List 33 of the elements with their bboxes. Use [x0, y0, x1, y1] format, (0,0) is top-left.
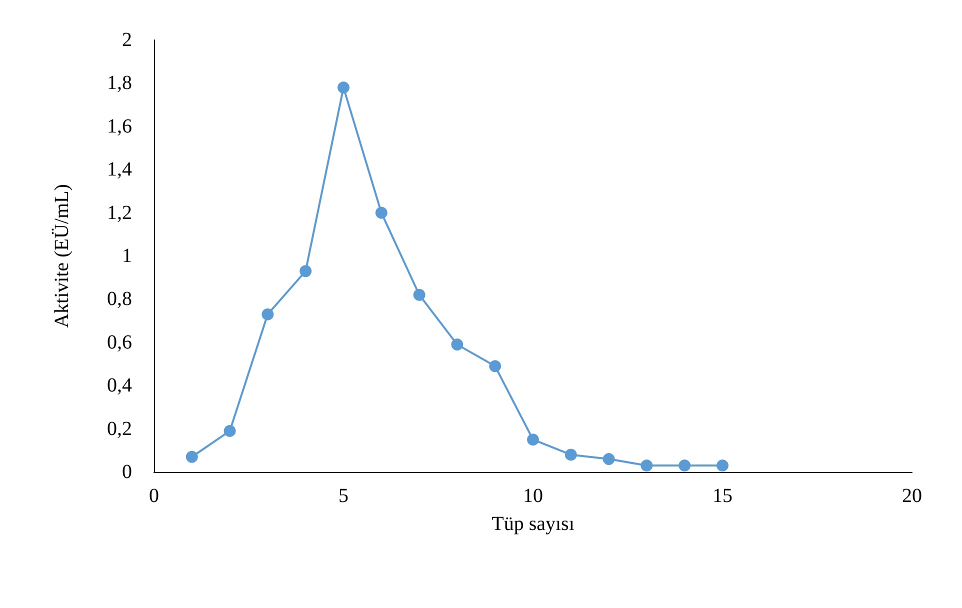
y-tick-label: 1,8 [107, 72, 132, 94]
point [678, 460, 691, 472]
x-tick-label: 5 [338, 485, 348, 507]
x-tick-label: 20 [902, 485, 922, 507]
y-tick-label: 0,4 [107, 374, 132, 397]
x-tick-label: 15 [712, 485, 732, 507]
point [300, 265, 312, 278]
point [640, 460, 653, 472]
y-tick-label: 0,8 [107, 288, 132, 310]
y-tick-label: 1,6 [107, 115, 132, 138]
point [375, 206, 388, 219]
point [451, 338, 464, 351]
x-tick-label: 10 [523, 485, 543, 507]
point [564, 448, 577, 461]
y-axis-title: Aktivite (EÜ/mL) [51, 184, 73, 328]
point [489, 360, 502, 372]
y-tick-label: 1,2 [107, 202, 132, 224]
point [224, 424, 236, 437]
point [262, 308, 274, 320]
point [527, 434, 539, 446]
y-tick-label: 2 [122, 29, 132, 51]
point [186, 450, 198, 463]
point [338, 82, 350, 94]
y-tick-label: 1 [122, 245, 132, 267]
y-tick-label: 0 [122, 461, 132, 483]
y-tick-label: 1,4 [107, 158, 132, 181]
point [602, 453, 615, 466]
point [716, 460, 728, 472]
point [413, 288, 426, 301]
y-tick-label: 0,6 [107, 331, 132, 354]
x-tick-label: 0 [149, 485, 159, 507]
x-axis-title: Tüp sayısı [492, 513, 575, 535]
y-tick-label: 0,2 [107, 418, 132, 440]
